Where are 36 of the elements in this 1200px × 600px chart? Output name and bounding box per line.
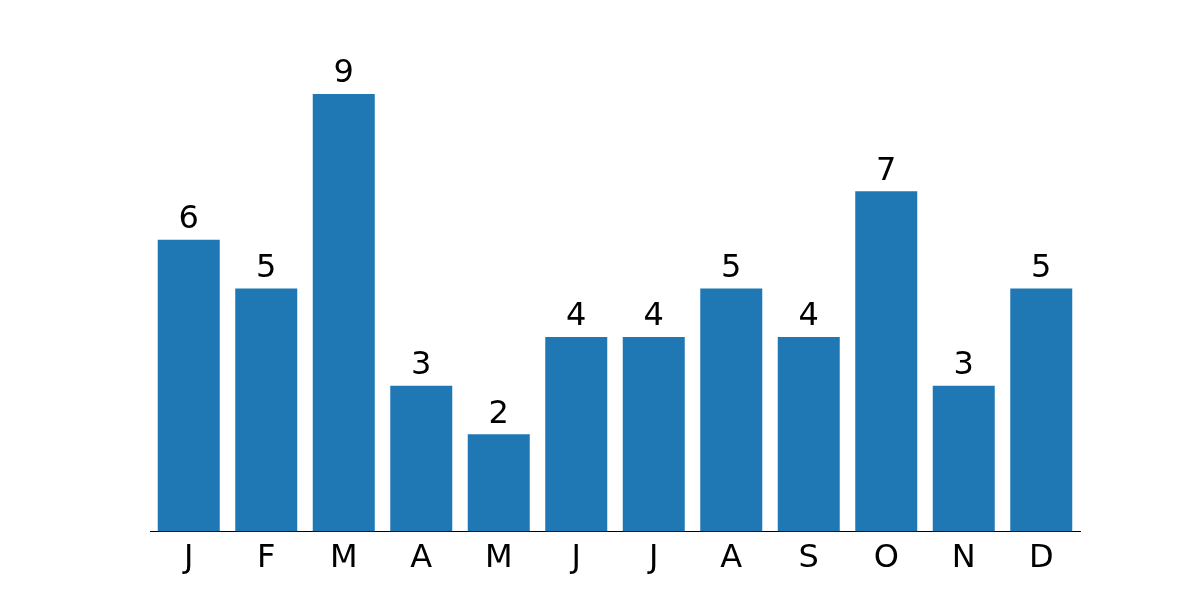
x-tick-label: F (257, 537, 276, 576)
x-tick-label: O (873, 537, 899, 576)
bar (932, 385, 995, 532)
data-label: 4 (643, 295, 664, 334)
bar (235, 288, 298, 532)
data-label: 7 (876, 149, 897, 188)
x-tick-label: A (410, 537, 433, 576)
x-tick-label: N (951, 537, 976, 576)
x-tick-label: S (798, 537, 819, 576)
x-tick-label: D (1028, 537, 1054, 576)
bar (467, 434, 530, 532)
bar (545, 337, 608, 532)
data-label: 4 (566, 295, 587, 334)
data-label: 2 (488, 392, 509, 431)
x-tick-label: A (720, 537, 743, 576)
bar (855, 191, 918, 532)
bar (390, 385, 453, 532)
data-label: 3 (953, 344, 974, 383)
x-tick-label: J (569, 537, 581, 576)
data-label: 5 (1031, 246, 1052, 285)
data-label: 9 (333, 52, 354, 91)
x-tick-label: M (484, 537, 513, 576)
data-label: 4 (798, 295, 819, 334)
bar (312, 94, 375, 532)
data-label: 6 (178, 198, 199, 237)
bar (157, 239, 220, 532)
x-tick-label: J (647, 537, 659, 576)
bar (777, 337, 840, 532)
data-label: 3 (411, 344, 432, 383)
data-label: 5 (256, 246, 277, 285)
bar (622, 337, 685, 532)
x-tick-label: M (329, 537, 358, 576)
bar (1010, 288, 1073, 532)
bar (700, 288, 763, 532)
data-label: 5 (721, 246, 742, 285)
x-tick-label: J (182, 537, 194, 576)
